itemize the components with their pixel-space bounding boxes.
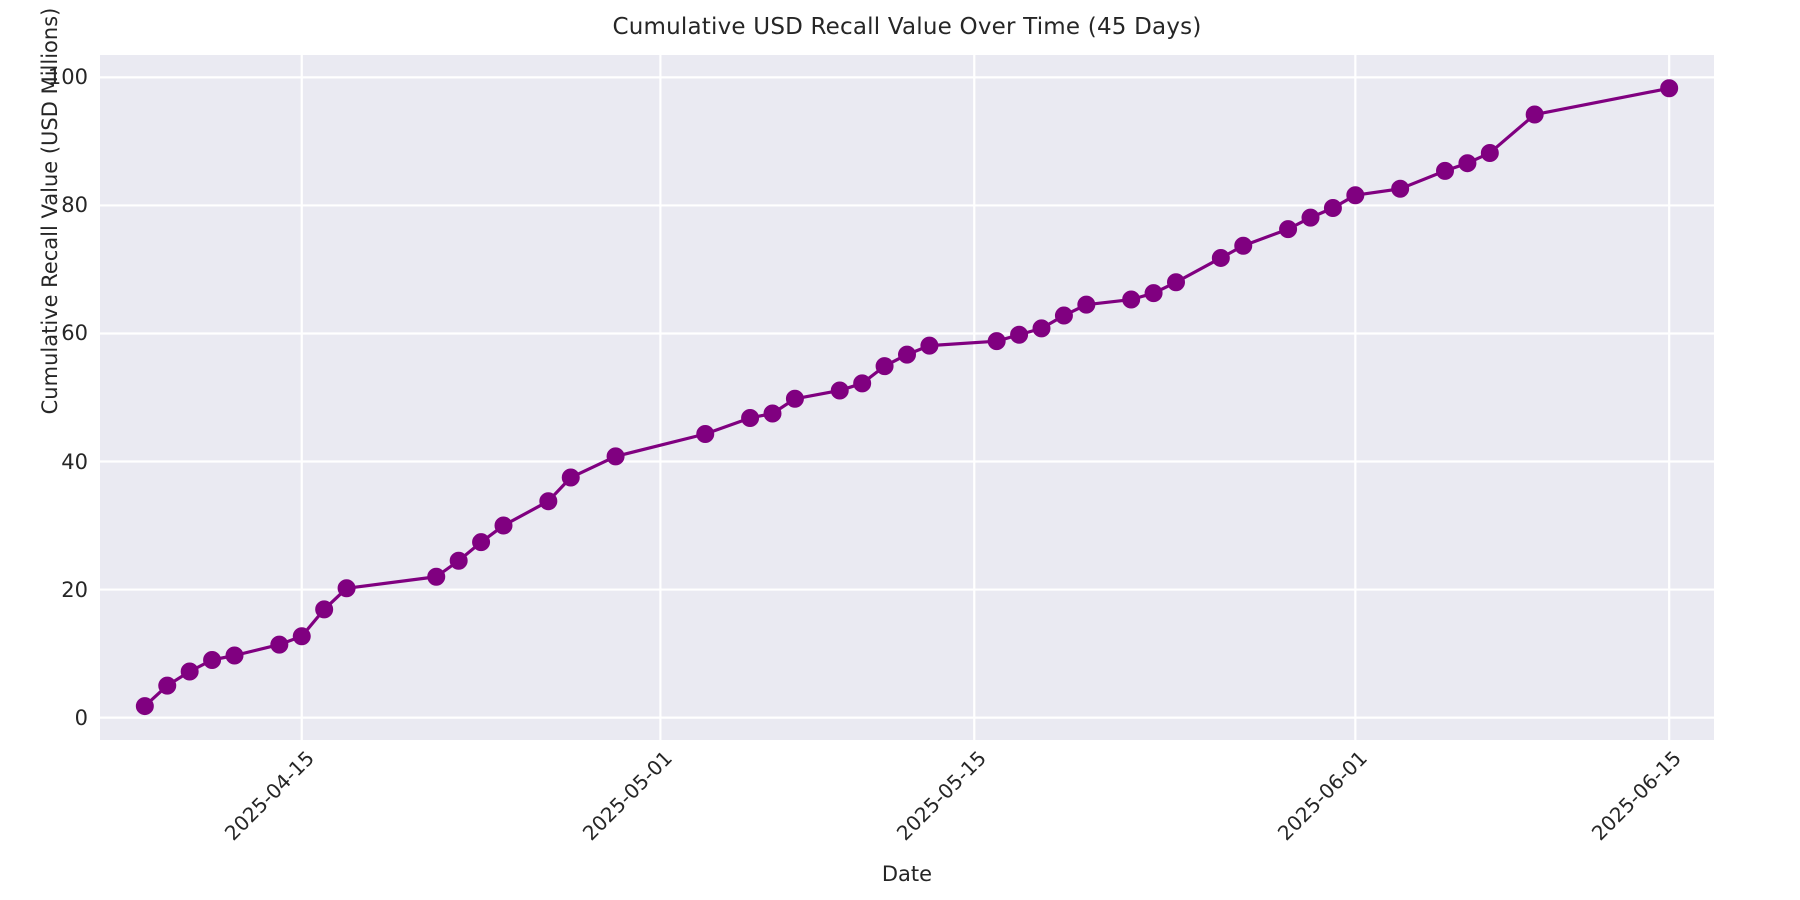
data-point xyxy=(1391,179,1410,198)
data-point xyxy=(180,662,199,681)
y-axis-tick-label: 0 xyxy=(74,705,88,730)
data-point xyxy=(494,516,513,535)
y-axis-tick-label: 80 xyxy=(61,193,88,218)
series-markers xyxy=(135,79,1679,716)
y-axis-label: Cumulative Recall Value (USD Millions) xyxy=(38,7,62,415)
data-point xyxy=(853,374,872,393)
data-point xyxy=(158,676,177,695)
data-point xyxy=(337,579,356,598)
data-point xyxy=(606,447,625,466)
y-axis-tick-label: 60 xyxy=(61,321,88,346)
data-point xyxy=(1301,208,1320,227)
plot-area xyxy=(100,55,1714,740)
data-point xyxy=(1077,295,1096,314)
page-title: Cumulative USD Recall Value Over Time (4… xyxy=(612,14,1202,40)
x-axis-tick-label: 2025-06-15 xyxy=(1586,746,1687,846)
data-point xyxy=(315,600,334,619)
data-point xyxy=(830,381,849,400)
data-point xyxy=(203,650,222,669)
data-point xyxy=(449,551,468,570)
data-point xyxy=(1346,186,1365,205)
data-point xyxy=(763,404,782,423)
data-point xyxy=(539,492,558,511)
data-point xyxy=(472,533,491,552)
data-point xyxy=(225,646,244,665)
data-point xyxy=(292,627,311,646)
x-axis-tick-label: 2025-05-01 xyxy=(578,746,678,846)
series-line xyxy=(143,86,1671,708)
x-axis-tick-label: 2025-04-15 xyxy=(219,746,319,846)
y-axis-tick-label: 100 xyxy=(47,65,88,90)
data-point xyxy=(1525,105,1544,124)
data-point xyxy=(898,345,916,364)
data-point xyxy=(1010,325,1029,344)
data-point xyxy=(1144,284,1163,303)
data-point xyxy=(1054,306,1073,325)
data-point xyxy=(741,408,760,427)
data-point xyxy=(561,468,580,487)
data-point xyxy=(696,424,715,443)
line-chart-svg xyxy=(100,55,1714,740)
data-series xyxy=(135,79,1679,716)
data-point xyxy=(785,389,804,408)
data-point xyxy=(1458,154,1477,173)
data-point xyxy=(135,697,154,716)
y-axis-tick-labels: 0 20 40 60 80 100 xyxy=(0,55,88,740)
data-point xyxy=(1660,79,1679,98)
data-point xyxy=(1167,273,1185,292)
data-point xyxy=(987,332,1006,351)
data-point xyxy=(270,635,289,654)
gridlines xyxy=(100,55,1714,740)
data-point xyxy=(1122,290,1141,309)
data-point xyxy=(1480,143,1499,162)
data-point xyxy=(1323,199,1342,217)
data-point xyxy=(920,336,939,355)
data-point xyxy=(1436,161,1454,180)
y-axis-tick-label: 20 xyxy=(61,577,88,602)
x-axis-tick-label: 2025-06-01 xyxy=(1273,746,1373,846)
data-point xyxy=(1211,248,1230,267)
data-point xyxy=(875,357,894,376)
y-axis-tick-label: 40 xyxy=(61,449,88,474)
data-point xyxy=(427,567,446,586)
data-point xyxy=(1279,220,1298,239)
x-axis-tick-label: 2025-05-15 xyxy=(892,746,992,846)
data-point xyxy=(1234,236,1253,255)
x-axis-label: Date xyxy=(881,862,933,886)
data-point xyxy=(1032,319,1051,338)
